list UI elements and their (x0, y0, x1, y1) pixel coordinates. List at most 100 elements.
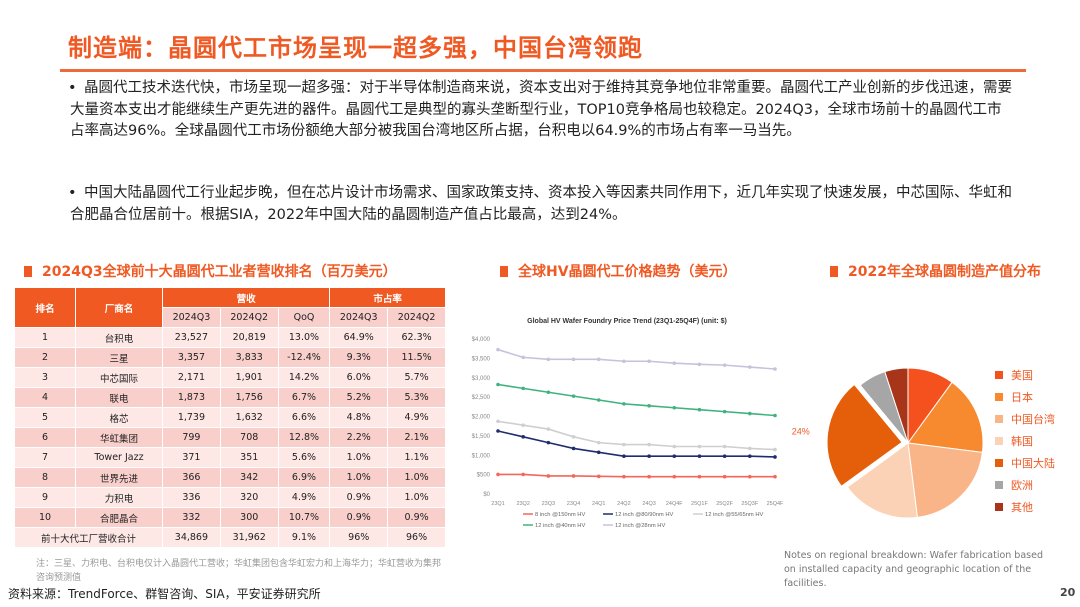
table-cell: 799 (163, 428, 220, 447)
data-point (571, 474, 576, 478)
table-cell: 2 (15, 348, 75, 367)
table-section-title: 2024Q3全球前十大晶圆代工业者营收排名（百万美元） (24, 261, 397, 281)
legend-item: 其他 (995, 499, 1033, 515)
data-point (722, 363, 727, 367)
data-point (546, 440, 551, 445)
y-tick-label: $2,500 (472, 395, 491, 401)
data-point (496, 382, 500, 387)
series-line (497, 420, 776, 451)
legend-item: 中国台湾 (995, 411, 1055, 427)
data-point (672, 454, 677, 458)
price-trend-chart: Global HV Wafer Foundry Price Trend (23Q… (472, 318, 784, 529)
table-row: 10 合肥晶合 332 300 10.7% 0.9% 0.9% (15, 508, 445, 527)
legend-swatch (995, 503, 1003, 511)
table-cell: 1,739 (163, 408, 220, 427)
table-cell: 342 (220, 468, 278, 487)
bullet-text: 晶圆代工技术迭代快，市场呈现一超多强：对于半导体制造商来说，资本支出对于维持其竞… (70, 80, 1012, 139)
x-tick-label: 25Q3F (741, 501, 758, 507)
data-point (697, 407, 702, 412)
table-cell: 351 (220, 448, 278, 467)
table-cell: 64.9% (330, 328, 388, 347)
table-cell: 1.1% (388, 448, 445, 467)
bullet-text: 中国大陆晶圆代工行业起步晚，但在芯片设计市场需求、国家政策支持、资本投入等因素共… (70, 185, 1012, 223)
data-point (773, 367, 777, 371)
subheader-cell: QoQ (278, 308, 330, 327)
data-point (496, 419, 500, 424)
table-cell: 4 (15, 388, 75, 407)
data-point (596, 398, 601, 402)
table-cell: 6 (15, 428, 75, 447)
line-section-title: 全球HV晶圆代工价格趋势（美元） (500, 261, 737, 281)
data-point (697, 474, 702, 479)
data-point (672, 444, 677, 449)
data-point (496, 347, 500, 352)
table-row: 6 华虹集团 799 708 12.8% 2.2% 2.1% (15, 428, 445, 447)
y-tick-label: $2,000 (472, 415, 491, 421)
data-point (773, 447, 777, 452)
table-cell: 9.3% (330, 348, 388, 367)
legend-item: 美国 (995, 367, 1033, 383)
table-row: 4 联电 1,873 1,756 6.7% 5.2% 5.3% (15, 388, 445, 407)
x-tick-label: 25Q4F (767, 501, 784, 507)
data-point (496, 429, 500, 433)
table-cell: 中芯国际 (76, 368, 162, 387)
table-cell: 4.9% (388, 408, 445, 427)
pie-section-title: 2022年全球晶圆制造产值分布 (830, 261, 1041, 281)
table-cell: 1,756 (220, 388, 278, 407)
data-point (748, 411, 752, 416)
table-cell: 6.0% (330, 368, 388, 387)
table-cell: 0.9% (330, 508, 388, 527)
table-cell: 371 (163, 448, 220, 467)
data-point (722, 474, 727, 479)
legend-label: 12 inch @55/65nm HV (705, 512, 764, 518)
legend-label: 8 inch @150nm HV (535, 512, 585, 518)
table-cell: 2,171 (163, 368, 220, 387)
table-cell: 3,357 (163, 348, 220, 367)
data-point (571, 435, 576, 439)
table-cell: 300 (220, 508, 278, 527)
data-point (496, 472, 500, 477)
table-row: 8 世界先进 366 342 6.9% 1.0% 1.0% (15, 468, 445, 487)
header-revenue: 营收 (163, 288, 330, 307)
section-label: 2024Q3全球前十大晶圆代工业者营收排名（百万美元） (42, 264, 397, 280)
y-tick-label: $1,000 (472, 453, 491, 459)
series-line (497, 383, 776, 417)
legend-label: 中国台湾 (1011, 413, 1055, 426)
legend-swatch (995, 459, 1003, 467)
table-cell: 5.7% (388, 368, 445, 387)
table-cell: 1,873 (163, 388, 220, 407)
table-cell: 2.2% (330, 428, 388, 447)
data-point (622, 359, 626, 364)
table-cell: 联电 (76, 388, 162, 407)
pie-slice (826, 383, 903, 488)
legend-item: 韩国 (995, 433, 1033, 449)
table-cell: 14.2% (278, 368, 330, 387)
subheader-cell: 2024Q3 (163, 308, 220, 327)
table-cell: 8 (15, 468, 75, 487)
table-cell: 12.8% (278, 428, 330, 447)
table-cell: 6.6% (278, 408, 330, 427)
data-point (672, 474, 677, 479)
table-row: 7 Tower Jazz 371 351 5.6% 1.0% 1.1% (15, 448, 445, 467)
legend-label: 12 inch @80/90nm HV (615, 512, 674, 518)
table-cell: 5 (15, 408, 75, 427)
bullet-2: 中国大陆晶圆代工行业起步晚，但在芯片设计市场需求、国家政策支持、资本投入等因素共… (68, 183, 1015, 226)
chart-title: Global HV Wafer Foundry Price Trend (23Q… (527, 318, 727, 325)
table-cell: 0.9% (388, 508, 445, 527)
series-line (497, 348, 776, 370)
page-title: 制造端：晶圆代工市场呈现一超多强，中国台湾领跑 (68, 34, 643, 62)
data-point (647, 404, 651, 408)
data-point (596, 474, 601, 479)
table-cell: 5.2% (330, 388, 388, 407)
table-cell: 6.9% (278, 468, 330, 487)
y-tick-label: $0 (483, 492, 490, 498)
series-line (497, 430, 776, 458)
data-point (773, 413, 777, 418)
table-row: 1 台积电 23,527 20,819 13.0% 64.9% 62.3% (15, 328, 445, 347)
data-point (521, 472, 525, 477)
x-tick-label: 23Q4 (567, 501, 580, 507)
data-point (647, 359, 651, 364)
data-point (748, 474, 752, 479)
data-point (773, 474, 777, 479)
data-point (622, 454, 626, 458)
